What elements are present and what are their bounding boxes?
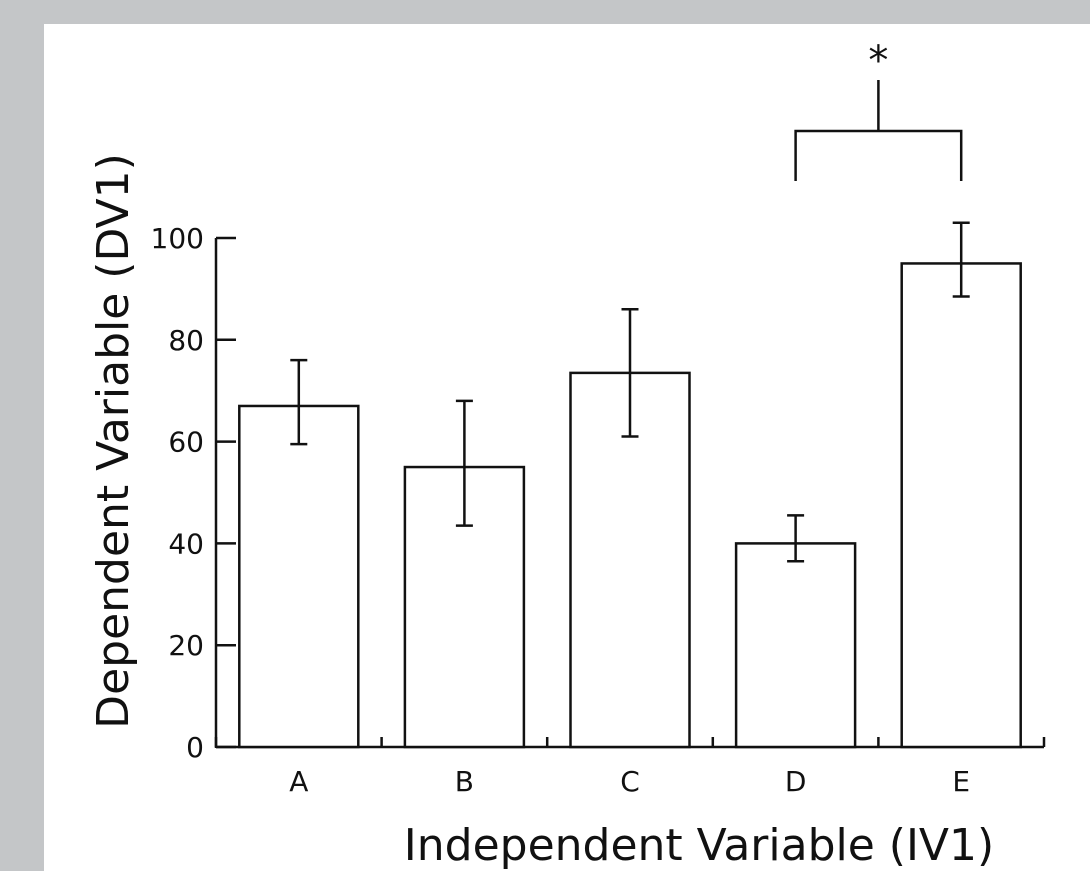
bar-chart: 0 20 40 60 80 100 A B C D E * Independent Variable … [88,38,1046,871]
plot-area: 0 20 40 60 80 100 A B C D E * [151,38,1046,798]
x-tick-label-D: D [785,765,807,798]
y-tick-label: 60 [168,426,204,459]
y-tick-label: 20 [168,629,204,662]
x-tick-label-A: A [289,765,308,798]
y-axis-title: Dependent Variable (DV1) [88,153,139,729]
bar-A [238,404,360,749]
x-tick-label-C: C [620,765,640,798]
y-tick-label: 100 [151,222,204,255]
significance-label: * [868,38,888,84]
x-tick-label-E: E [952,765,970,798]
bar-E [900,262,1022,749]
bar-D [734,542,857,749]
y-tick-label: 0 [186,731,204,764]
y-tick-label: 80 [168,324,204,357]
significance-bracket [794,129,963,181]
y-tick-label: 40 [168,527,204,560]
x-axis-title: Independent Variable (IV1) [404,820,994,871]
chart-panel: 0 20 40 60 80 100 A B C D E * Independent Variable … [44,24,1090,871]
x-tick-label-B: B [455,765,474,798]
